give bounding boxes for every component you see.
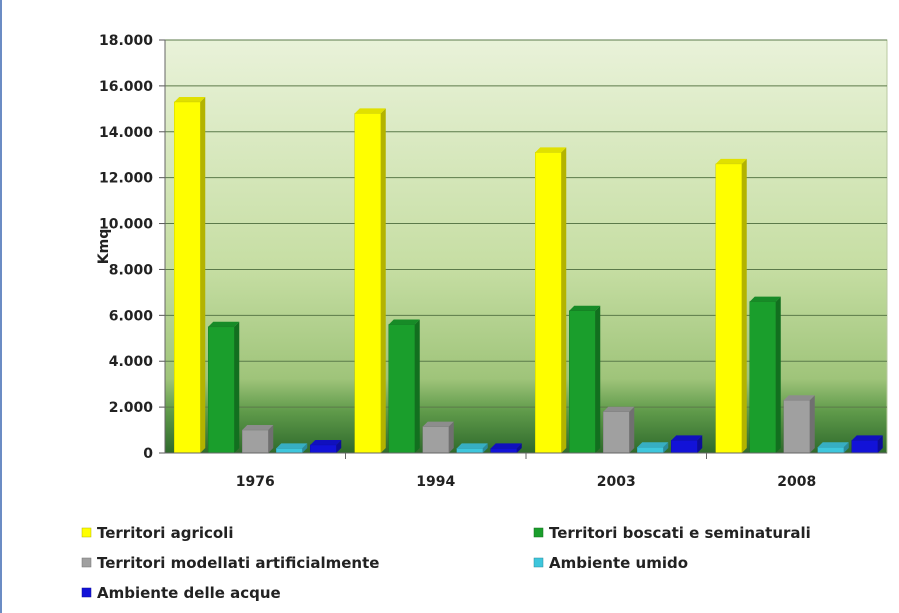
bar [783,399,810,454]
y-tick-label: 0 [143,446,153,462]
bar-side [482,443,488,453]
bar-side [629,406,635,453]
bar-top [569,305,601,311]
y-tick-label: 14.000 [99,125,153,141]
bar [422,426,449,454]
bar-top [715,158,747,164]
legend-label: Ambiente umido [549,554,688,572]
legend-label: Ambiente delle acque [97,584,281,602]
bar [851,440,878,454]
y-tick-label: 4.000 [109,354,154,370]
bar [817,447,844,454]
bar [603,411,630,454]
bar-top [422,421,454,427]
bar-top [354,108,386,114]
bar-side [302,443,308,453]
legend-swatch [533,527,544,538]
bar [310,444,337,454]
bar-top [535,147,567,153]
bar-top [749,296,781,302]
bar [637,447,664,454]
bar-side [877,435,883,453]
bar [456,448,483,454]
bar-side [336,439,342,453]
bar-top [208,321,240,327]
bar-top [242,425,274,431]
x-tick-label: 1976 [236,474,275,490]
bar-side [663,442,669,453]
y-tick-label: 16.000 [99,79,153,95]
bar-top [817,442,849,448]
bar-side [448,421,454,453]
legend-swatch [533,557,544,568]
bar [388,324,415,454]
legend-label: Territori agricoli [97,524,233,542]
legend-swatch [81,587,92,598]
legend-swatch [81,557,92,568]
y-tick-label: 10.000 [99,217,153,233]
bar-top [671,435,703,441]
bar-top [388,319,420,325]
y-tick-label: 2.000 [109,400,154,416]
bar-top [637,442,669,448]
y-tick-label: 6.000 [109,308,154,324]
x-tick-label: 2008 [777,474,816,490]
bar-side [380,108,386,453]
bar [749,301,776,454]
x-tick-label: 2003 [597,474,636,490]
bar-top [490,443,522,449]
bar [535,152,562,454]
bar [242,429,269,454]
x-tick-label: 1994 [416,474,455,490]
y-tick-label: 18.000 [99,33,153,49]
bar [671,440,698,454]
y-tick-label: 12.000 [99,171,153,187]
bar-side [741,158,747,453]
bar-side [268,425,274,453]
bar-top [174,96,206,102]
bar [715,163,742,454]
bar-top [456,443,488,449]
bar-side [595,305,601,453]
bar [208,326,235,454]
bar-top [603,406,635,412]
y-axis-label: Kmq [96,229,112,264]
bar-side [809,395,815,453]
bar [174,101,201,454]
bar [354,113,381,454]
bar-top [851,435,883,441]
bar-side [775,296,781,453]
bar-top [276,443,308,449]
bar-top [310,439,342,445]
bar-top [783,395,815,401]
bar-side [234,321,240,453]
legend-label: Territori modellati artificialmente [97,554,379,572]
bar-side [414,319,420,453]
bar-side [697,435,703,453]
y-tick-label: 8.000 [109,262,154,278]
bar-side [200,96,206,453]
bar-side [843,442,849,453]
bar [490,448,517,454]
bar-side [516,443,522,453]
legend-swatch [81,527,92,538]
legend-label: Territori boscati e seminaturali [549,524,811,542]
bar-side [561,147,567,453]
bar [569,310,596,454]
bar [276,448,303,454]
